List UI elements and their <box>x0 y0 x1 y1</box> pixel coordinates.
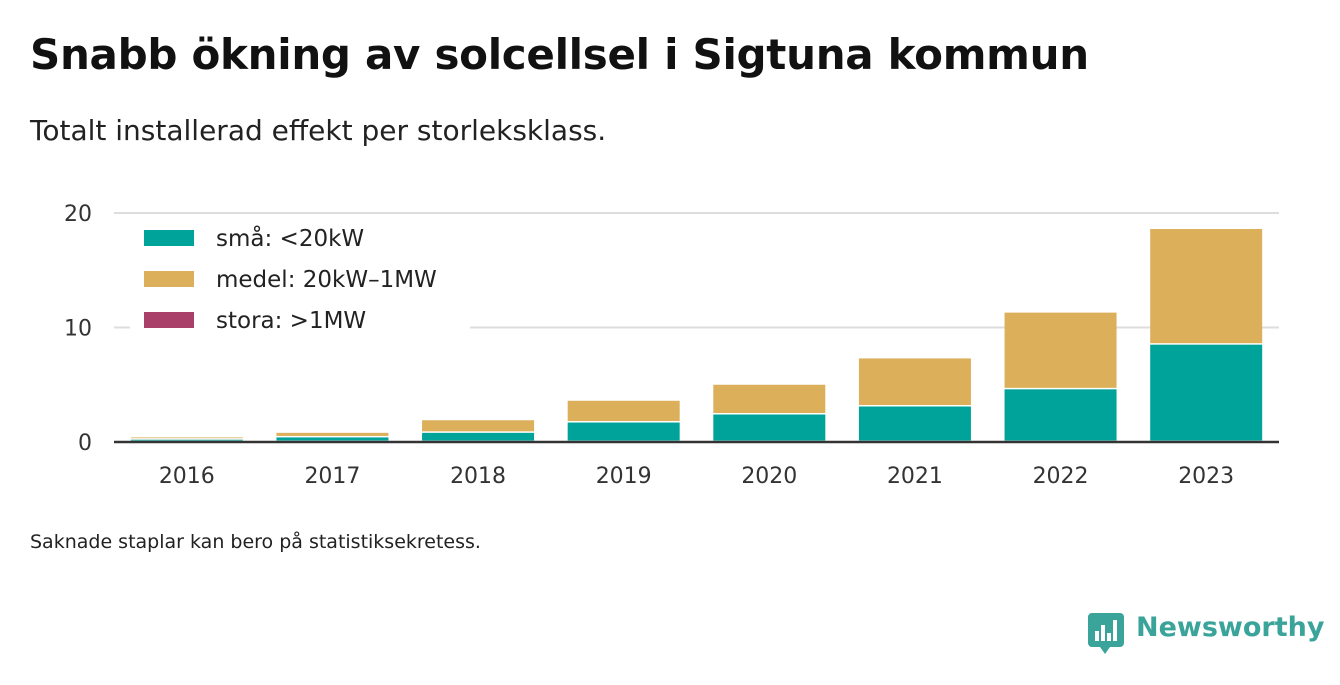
y-tick-label: 10 <box>64 317 92 342</box>
bar-segment <box>130 439 243 441</box>
x-tick-label: 2022 <box>1033 464 1089 489</box>
bar-segment <box>276 437 389 441</box>
y-tick-label: 20 <box>64 202 92 227</box>
legend-label: små: <20kW <box>216 224 364 252</box>
x-tick-label: 2023 <box>1178 464 1234 489</box>
bar-segment <box>1004 312 1117 388</box>
legend-label: stora: >1MW <box>216 308 366 334</box>
legend-swatch <box>144 271 194 287</box>
brand-logo: Newsworthy <box>1088 612 1324 656</box>
x-tick-label: 2017 <box>304 464 360 489</box>
bar-segment <box>713 384 826 414</box>
bar-segment <box>130 437 243 439</box>
x-tick-label: 2016 <box>159 464 215 489</box>
x-tick-label: 2021 <box>887 464 943 489</box>
bar-segment <box>422 432 535 441</box>
bar-segment <box>567 422 680 441</box>
x-tick-label: 2019 <box>596 464 652 489</box>
x-tick-label: 2020 <box>741 464 797 489</box>
bar-segment <box>1150 229 1263 344</box>
legend-label: medel: 20kW–1MW <box>216 267 437 293</box>
x-tick-label: 2018 <box>450 464 506 489</box>
newsworthy-logo-icon <box>1088 613 1124 654</box>
legend: små: <20kW medel: 20kW–1MW stora: >1MW <box>130 220 470 334</box>
bar-segment <box>1150 344 1263 441</box>
x-axis-ticks: 2016 2017 2018 2019 2020 2021 2022 2023 <box>159 464 1234 489</box>
legend-swatch <box>144 312 194 328</box>
chart-subtitle: Totalt installerad effekt per storlekskl… <box>30 114 607 147</box>
y-axis-ticks: 0 10 20 <box>64 202 92 456</box>
bar-segment <box>1004 389 1117 441</box>
legend-swatch <box>144 230 194 246</box>
chart-title: Snabb ökning av solcellsel i Sigtuna kom… <box>30 30 1089 79</box>
bar-segment <box>276 432 389 436</box>
bar-segment <box>567 400 680 422</box>
y-tick-label: 0 <box>78 431 92 456</box>
brand-name: Newsworthy <box>1136 612 1325 643</box>
footnote: Saknade staplar kan bero på statistiksek… <box>30 531 481 553</box>
bar-segment <box>713 414 826 441</box>
bars <box>130 229 1263 441</box>
bar-segment <box>858 406 971 441</box>
bar-segment <box>422 420 535 432</box>
bar-segment <box>858 358 971 406</box>
